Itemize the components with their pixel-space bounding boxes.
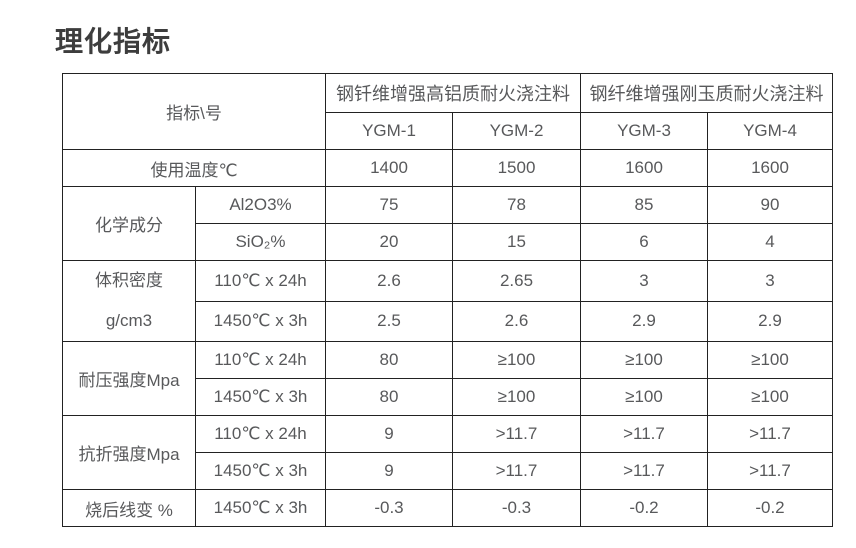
condition-cell: SiO₂% <box>195 223 326 261</box>
row-label-linear-change: 烧后线变 % <box>62 489 196 527</box>
value-cell: -0.3 <box>452 489 581 527</box>
condition-cell: 1450℃ x 3h <box>195 300 326 342</box>
value-cell: >11.7 <box>580 452 708 490</box>
value-cell: 2.5 <box>325 300 453 342</box>
model-header-ygm2: YGM-2 <box>452 112 581 150</box>
value-cell: 1600 <box>707 149 833 187</box>
model-header-ygm1: YGM-1 <box>325 112 453 150</box>
page-title: 理化指标 <box>55 26 172 57</box>
value-cell: ≥100 <box>452 341 581 379</box>
table-row: 耐压强度Mpa 110℃ x 24h 80 ≥100 ≥100 ≥100 <box>62 341 833 416</box>
table-row: 1450℃ x 3h 80 ≥100 ≥100 ≥100 <box>63 378 833 416</box>
value-cell: 2.9 <box>707 300 833 342</box>
value-cell: 20 <box>325 223 453 261</box>
condition-cell: Al2O3% <box>195 186 326 224</box>
value-cell: 1400 <box>325 149 453 187</box>
value-cell: 9 <box>325 415 453 453</box>
row-label-service-temp: 使用温度℃ <box>62 149 326 187</box>
row-label-flexural-strength: 抗折强度Mpa <box>62 415 196 490</box>
condition-cell: 110℃ x 24h <box>195 260 326 302</box>
table-row: 烧后线变 % 1450℃ x 3h -0.3 -0.3 -0.2 -0.2 <box>62 489 833 527</box>
value-cell: 2.6 <box>452 300 581 342</box>
value-cell: 2.9 <box>580 300 708 342</box>
value-cell: -0.2 <box>707 489 833 527</box>
value-cell: 15 <box>452 223 581 261</box>
product-group-header-2: 钢纤维增强刚玉质耐火浇注料 <box>580 73 833 113</box>
product-group-header-1: 钢钎维增强高铝质耐火浇注料 <box>325 73 581 113</box>
value-cell: ≥100 <box>452 378 581 416</box>
value-cell: 85 <box>580 186 708 224</box>
value-cell: >11.7 <box>580 415 708 453</box>
table-row: 指标\号 钢钎维增强高铝质耐火浇注料 钢纤维增强刚玉质耐火浇注料 <box>62 73 833 150</box>
value-cell: ≥100 <box>707 341 833 379</box>
value-cell: 4 <box>707 223 833 261</box>
value-cell: 80 <box>325 378 453 416</box>
value-cell: 2.65 <box>452 260 581 302</box>
value-cell: 90 <box>707 186 833 224</box>
value-cell: 3 <box>707 260 833 302</box>
value-cell: ≥100 <box>580 341 708 379</box>
value-cell: 6 <box>580 223 708 261</box>
table-row: SiO₂% 20 15 6 4 <box>63 223 833 261</box>
table-row: 抗折强度Mpa 110℃ x 24h 9 >11.7 >11.7 >11.7 <box>62 415 833 490</box>
row-label-chemical-composition: 化学成分 <box>62 186 196 261</box>
table-row: 使用温度℃ 1400 1500 1600 1600 <box>62 149 833 187</box>
value-cell: >11.7 <box>707 452 833 490</box>
value-cell: 78 <box>452 186 581 224</box>
value-cell: -0.3 <box>325 489 453 527</box>
value-cell: 80 <box>325 341 453 379</box>
table-row: 1450℃ x 3h 9 >11.7 >11.7 >11.7 <box>63 452 833 490</box>
value-cell: >11.7 <box>707 415 833 453</box>
value-cell: 3 <box>580 260 708 302</box>
value-cell: ≥100 <box>580 378 708 416</box>
value-cell: ≥100 <box>707 378 833 416</box>
value-cell: 75 <box>325 186 453 224</box>
row-label-bulk-density: 体积密度 g/cm3 <box>62 260 196 342</box>
model-header-ygm4: YGM-4 <box>707 112 833 150</box>
condition-cell: 110℃ x 24h <box>195 341 326 379</box>
value-cell: 1500 <box>452 149 581 187</box>
value-cell: 1600 <box>580 149 708 187</box>
table-row: YGM-1 YGM-2 YGM-3 YGM-4 <box>63 112 833 150</box>
condition-cell: 1450℃ x 3h <box>195 452 326 490</box>
row-label-compressive-strength: 耐压强度Mpa <box>62 341 196 416</box>
condition-cell: 110℃ x 24h <box>195 415 326 453</box>
condition-cell: 1450℃ x 3h <box>195 489 326 527</box>
model-header-ygm3: YGM-3 <box>580 112 708 150</box>
value-cell: -0.2 <box>580 489 708 527</box>
corner-header-cell: 指标\号 <box>62 73 326 150</box>
value-cell: >11.7 <box>452 452 581 490</box>
value-cell: 9 <box>325 452 453 490</box>
condition-cell: 1450℃ x 3h <box>195 378 326 416</box>
table-row: 化学成分 Al2O3% 75 78 85 90 <box>62 186 833 261</box>
value-cell: >11.7 <box>452 415 581 453</box>
spec-table: 指标\号 钢钎维增强高铝质耐火浇注料 钢纤维增强刚玉质耐火浇注料 YGM-1 Y… <box>62 73 833 527</box>
value-cell: 2.6 <box>325 260 453 302</box>
table-row: 体积密度 g/cm3 110℃ x 24h 2.6 2.65 3 3 <box>62 260 833 342</box>
